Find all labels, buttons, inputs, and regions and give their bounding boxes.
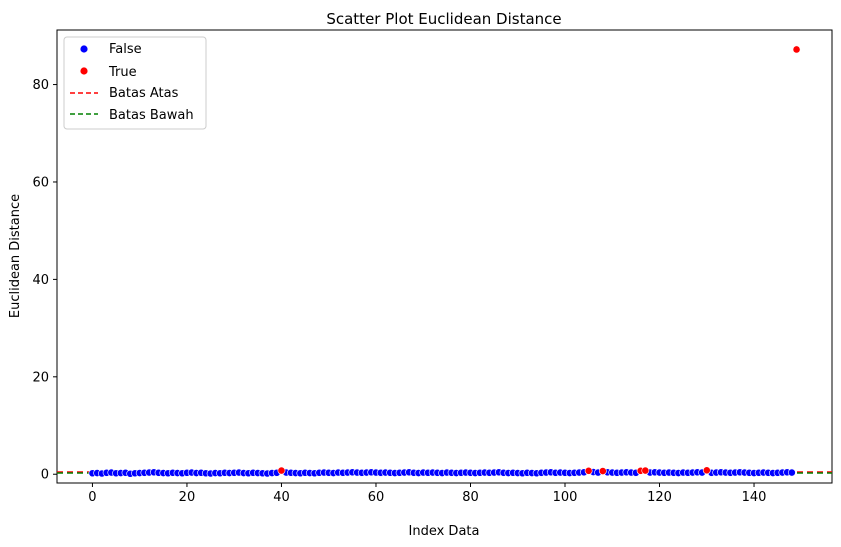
point-true <box>584 466 593 475</box>
legend-label-false: False <box>109 42 142 57</box>
plot-frame <box>56 29 833 484</box>
point-true <box>792 45 801 54</box>
x-tick-label: 40 <box>273 490 290 505</box>
x-tick-label: 0 <box>88 490 96 505</box>
x-tick-label: 100 <box>553 490 578 505</box>
legend: False True Batas Atas Batas Bawah <box>63 36 207 130</box>
x-axis-ticks: 0 20 40 60 80 100 120 140 <box>88 483 766 505</box>
point-true <box>702 466 711 475</box>
y-axis-ticks: 0 20 40 60 80 <box>32 78 57 483</box>
x-tick-label: 80 <box>462 490 479 505</box>
y-tick-label: 20 <box>32 370 49 385</box>
x-axis-label: Index Data <box>409 524 480 539</box>
y-tick-label: 60 <box>32 175 49 190</box>
point-true <box>598 467 607 475</box>
legend-marker-true <box>80 67 88 75</box>
legend-label-batas-bawah: Batas Bawah <box>109 108 194 123</box>
y-tick-label: 40 <box>32 273 49 288</box>
x-tick-label: 140 <box>742 490 767 505</box>
point-true <box>641 466 650 475</box>
point-true <box>277 466 286 475</box>
legend-marker-false <box>80 45 88 53</box>
legend-label-true: True <box>108 65 137 80</box>
x-tick-label: 20 <box>179 490 196 505</box>
y-tick-label: 0 <box>41 468 49 483</box>
y-axis-label: Euclidean Distance <box>8 194 23 318</box>
x-tick-label: 60 <box>368 490 385 505</box>
x-tick-label: 120 <box>647 490 672 505</box>
chart-title: Scatter Plot Euclidean Distance <box>326 10 561 28</box>
legend-label-batas-atas: Batas Atas <box>109 86 179 101</box>
legend-box <box>63 36 207 130</box>
data-points <box>88 45 801 478</box>
y-tick-label: 80 <box>32 78 49 93</box>
point-false <box>787 468 796 477</box>
